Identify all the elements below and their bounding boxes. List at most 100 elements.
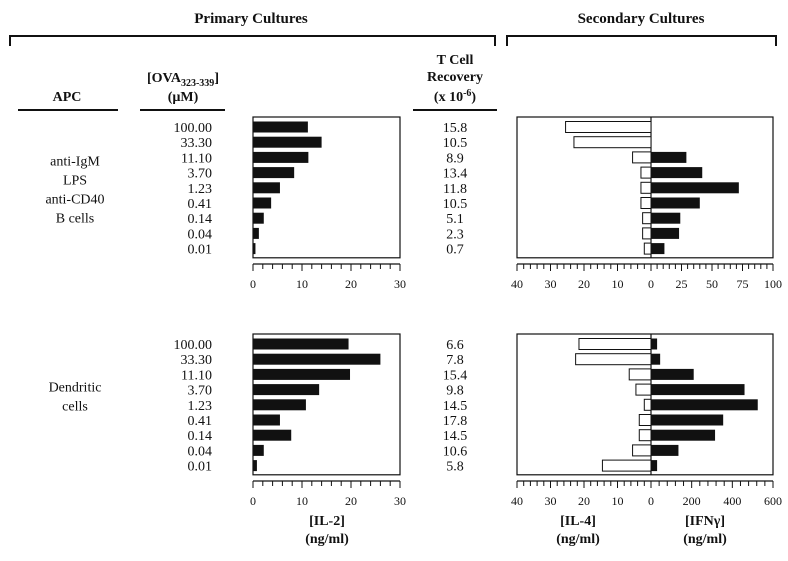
il4-axis-unit: (ng/ml) <box>556 532 600 547</box>
il2-bar <box>253 399 306 411</box>
concentration-label: 100.00 <box>174 121 213 136</box>
il4-bar <box>573 136 652 149</box>
il4-bar <box>578 338 652 350</box>
il2-bar <box>253 121 308 133</box>
apc-label-line: LPS <box>63 174 87 189</box>
concentration-label: 0.14 <box>188 429 213 444</box>
secondary-tick-label: 20 <box>578 494 590 508</box>
concentration-label: 0.41 <box>188 197 213 212</box>
secondary-tick-label: 25 <box>676 277 688 291</box>
il4-bar <box>640 197 652 209</box>
il4-bar <box>642 227 652 240</box>
apc-label-line: B cells <box>56 212 95 227</box>
il2-bar <box>253 182 280 194</box>
ifn-gamma-bar <box>651 243 665 255</box>
il4-bar <box>640 166 652 179</box>
ifn-gamma-bar <box>651 429 716 441</box>
il4-bar <box>640 181 652 194</box>
tcell-header-line2: Recovery <box>427 70 483 85</box>
il2-tick-label: 10 <box>296 277 308 291</box>
secondary-tick-label: 200 <box>683 494 701 508</box>
tcell-recovery-value: 14.5 <box>443 429 468 444</box>
tcell-recovery-value: 6.6 <box>446 338 464 353</box>
concentration-label: 0.01 <box>188 460 213 475</box>
concentration-label: 0.04 <box>188 227 213 242</box>
il4-bar <box>643 398 652 411</box>
il4-bar <box>575 353 652 366</box>
tcell-recovery-value: 8.9 <box>446 151 464 166</box>
tcell-header-line3: (x 10-6) <box>434 88 477 105</box>
ifn-gamma-bar <box>651 414 724 426</box>
tcell-recovery-value: 2.3 <box>446 227 464 242</box>
secondary-tick-label: 0 <box>648 494 654 508</box>
concentration-label: 3.70 <box>188 167 213 182</box>
concentration-label: 11.10 <box>181 151 212 166</box>
tcell-recovery-value: 17.8 <box>443 414 468 429</box>
concentration-label: 1.23 <box>188 399 213 414</box>
secondary-tick-label: 10 <box>612 277 624 291</box>
ifn-axis-title: [IFNγ] <box>685 514 725 529</box>
il2-bar <box>253 444 264 456</box>
il2-axis-unit: (ng/ml) <box>305 532 349 547</box>
ifn-axis-unit: (ng/ml) <box>683 532 727 547</box>
apc-label-line: anti-IgM <box>50 155 100 170</box>
il2-tick-label: 0 <box>250 277 256 291</box>
il2-bar <box>253 227 259 239</box>
secondary-cultures-header: Secondary Cultures <box>578 11 705 27</box>
bottom-row: 100.00 6.6 33.30 7.8 11.10 15.4 3.70 9.8 1.23 14.… <box>174 333 782 508</box>
concentration-label: 11.10 <box>181 368 212 383</box>
il2-bar <box>253 460 257 472</box>
il2-tick-label: 30 <box>394 494 406 508</box>
ifn-gamma-bar <box>651 227 680 239</box>
tcell-recovery-value: 10.6 <box>443 444 468 459</box>
secondary-tick-label: 30 <box>545 277 557 291</box>
secondary-tick-label: 40 <box>511 494 523 508</box>
concentration-label: 0.01 <box>188 243 213 258</box>
secondary-tick-label: 100 <box>764 277 782 291</box>
secondary-panel-frame <box>516 116 774 259</box>
il2-bar <box>253 338 349 350</box>
tcell-recovery-value: 10.5 <box>443 136 468 151</box>
secondary-tick-label: 0 <box>648 277 654 291</box>
concentration-label: 0.04 <box>188 444 213 459</box>
secondary-bracket <box>506 35 777 46</box>
il2-bar <box>253 353 381 365</box>
ifn-gamma-bar <box>651 212 681 224</box>
tcell-recovery-value: 7.8 <box>446 353 464 368</box>
ova-unit: (µM) <box>168 90 199 105</box>
tcell-recovery-value: 5.8 <box>446 460 464 475</box>
apc-label-line: anti-CD40 <box>45 193 104 208</box>
il2-bar <box>253 384 320 396</box>
top-row: 100.00 15.8 33.30 10.5 11.10 8.9 3.70 13.4 1.23 1… <box>174 116 782 291</box>
ifn-gamma-bar <box>651 399 758 411</box>
tcell-recovery-value: 13.4 <box>443 167 468 182</box>
primary-cultures-header: Primary Cultures <box>194 11 308 27</box>
concentration-label: 0.41 <box>188 414 213 429</box>
il2-tick-label: 20 <box>345 494 357 508</box>
concentration-label: 100.00 <box>174 338 213 353</box>
secondary-tick-label: 75 <box>737 277 749 291</box>
ifn-gamma-bar <box>651 197 700 209</box>
apc-group-bottom: Dendritic cells <box>49 381 102 415</box>
il4-bar <box>628 368 652 381</box>
il2-bar <box>253 212 264 224</box>
tcell-recovery-value: 0.7 <box>446 243 464 258</box>
tcell-recovery-value: 15.8 <box>443 121 468 136</box>
il4-bar <box>638 429 652 442</box>
il4-bar <box>601 459 652 472</box>
ova-header: [OVA323-339] <box>147 71 219 89</box>
primary-bracket <box>9 35 496 46</box>
tcell-recovery-value: 14.5 <box>443 399 468 414</box>
il4-bar <box>632 444 652 457</box>
apc-label-line: cells <box>62 400 88 415</box>
tcell-recovery-value: 10.5 <box>443 197 468 212</box>
il2-tick-label: 10 <box>296 494 308 508</box>
il2-bar <box>253 197 272 209</box>
ifn-gamma-bar <box>651 384 745 396</box>
il2-bar <box>253 368 351 380</box>
ifn-gamma-bar <box>651 338 658 350</box>
concentration-label: 0.14 <box>188 212 213 227</box>
tcell-recovery-value: 5.1 <box>446 212 464 227</box>
il2-bar <box>253 136 322 148</box>
